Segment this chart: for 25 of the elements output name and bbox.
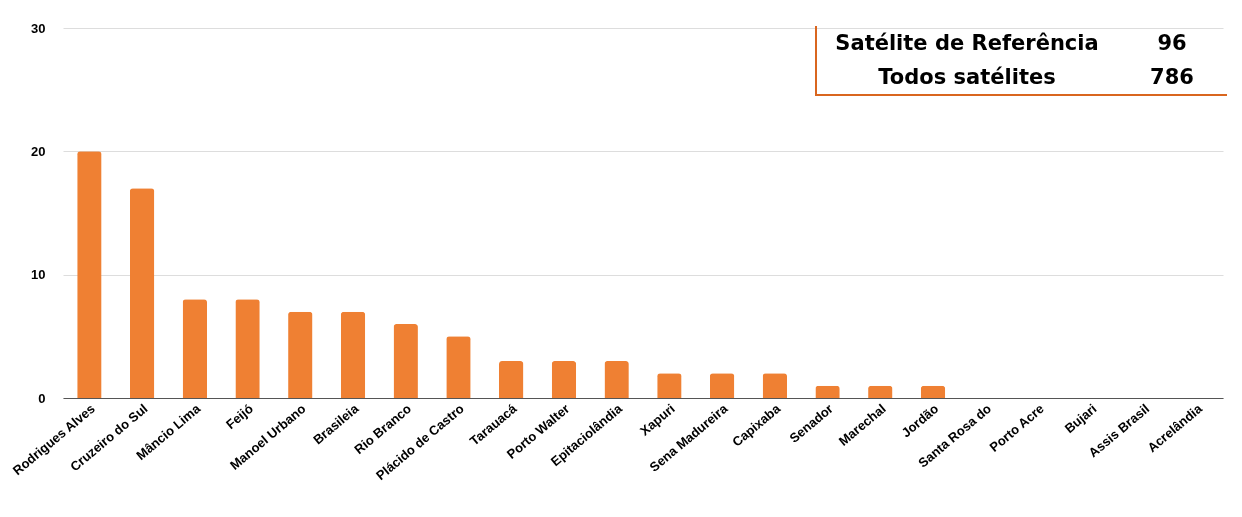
y-tick-label: 30 xyxy=(31,20,46,36)
annotation: 786 xyxy=(1149,64,1195,91)
annotation: Todos satélites xyxy=(877,64,1057,91)
annotation: Satélite de Referência xyxy=(834,30,1100,57)
bar xyxy=(920,385,946,398)
annotation: 96 xyxy=(1156,30,1188,57)
bar xyxy=(551,361,577,398)
bar xyxy=(498,361,524,398)
y-tick-label: 10 xyxy=(31,267,46,283)
bar xyxy=(77,151,102,398)
bar xyxy=(288,311,313,398)
y-tick-label: 20 xyxy=(31,143,46,159)
bar xyxy=(709,373,735,398)
bar xyxy=(604,361,629,398)
bar xyxy=(815,385,840,398)
bar xyxy=(182,299,208,398)
bar xyxy=(657,373,682,398)
bar xyxy=(762,373,788,398)
bar xyxy=(446,336,471,398)
bar xyxy=(340,311,366,398)
y-tick-label: 0 xyxy=(38,390,46,406)
bar xyxy=(868,385,893,398)
bar xyxy=(129,188,155,398)
bar xyxy=(393,324,418,398)
bar xyxy=(235,299,260,398)
